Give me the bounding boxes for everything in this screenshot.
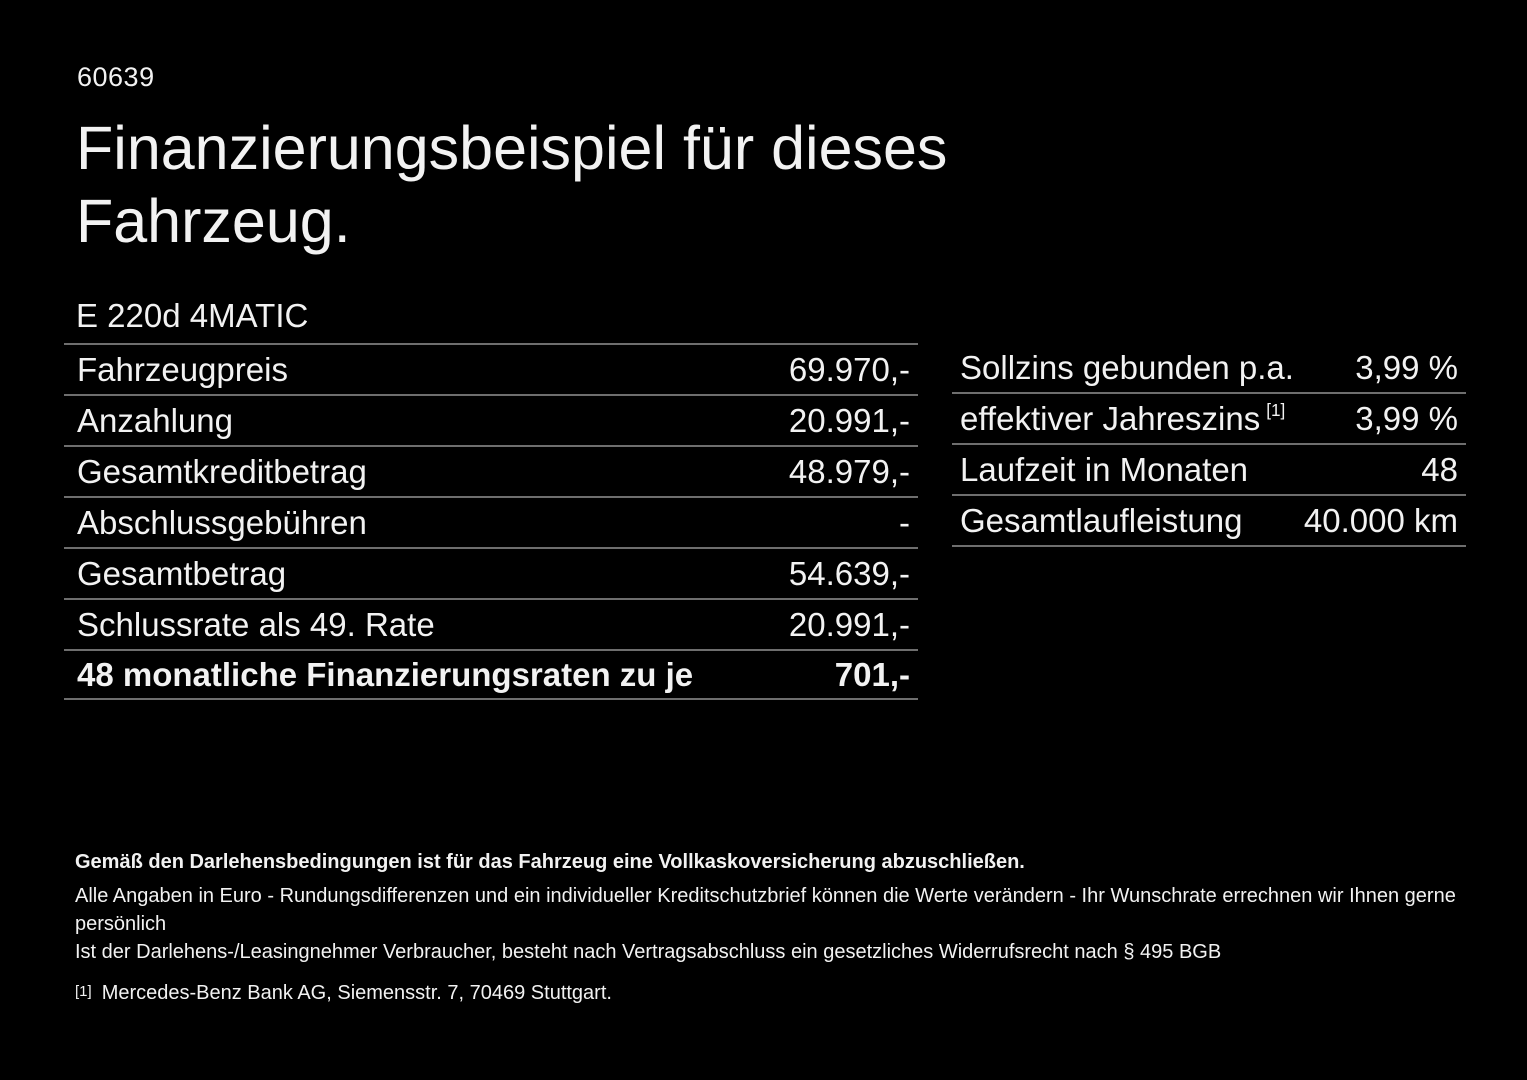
page-title: Finanzierungsbeispiel für dieses Fahrzeu…	[76, 112, 947, 258]
row-value: 3,99 %	[1355, 399, 1458, 437]
row-label: Fahrzeugpreis	[77, 350, 288, 388]
row-value: 40.000 km	[1303, 501, 1458, 539]
footer: Gemäß den Darlehensbedingungen ist für d…	[75, 850, 1467, 1007]
row-value: 69.970,-	[788, 350, 910, 388]
row-label: Gesamtkreditbetrag	[77, 452, 367, 490]
conditions-table: Sollzins gebunden p.a. 3,99 % effektiver…	[952, 343, 1466, 547]
row-value: 20.991,-	[788, 401, 910, 439]
row-value: 20.991,-	[788, 605, 910, 643]
row-label: Abschlussgebühren	[77, 503, 367, 541]
table-row-gesamtlaufleistung: Gesamtlaufleistung 40.000 km	[952, 496, 1466, 547]
row-value: -	[899, 503, 910, 541]
table-row-effektiver-jahreszins: effektiver Jahreszins [1] 3,99 %	[952, 394, 1466, 445]
footnote: [1] Mercedes-Benz Bank AG, Siemensstr. 7,…	[75, 978, 1467, 1007]
table-row-monatliche-rate: 48 monatliche Finanzierungsraten zu je 7…	[64, 649, 918, 700]
footnote-marker: [1]	[75, 983, 92, 1000]
insurance-note: Gemäß den Darlehensbedingungen ist für d…	[75, 851, 1025, 873]
page-title-line2: Fahrzeug.	[76, 187, 351, 255]
table-row-fahrzeugpreis: Fahrzeugpreis 69.970,-	[64, 343, 918, 394]
row-label: Schlussrate als 49. Rate	[77, 605, 435, 643]
row-label: Anzahlung	[77, 401, 233, 439]
table-row-gesamtkreditbetrag: Gesamtkreditbetrag 48.979,-	[64, 445, 918, 496]
disclaimer-line2: Ist der Darlehens-/Leasingnehmer Verbrau…	[75, 941, 1222, 963]
row-value: 48.979,-	[788, 452, 910, 490]
row-label: Gesamtbetrag	[77, 554, 287, 592]
row-label: Laufzeit in Monaten	[960, 450, 1249, 488]
document-number: 60639	[77, 62, 155, 92]
page-title-line1: Finanzierungsbeispiel für dieses	[76, 114, 948, 182]
row-value: 3,99 %	[1355, 348, 1458, 386]
footnote-text: Mercedes-Benz Bank AG, Siemensstr. 7, 70…	[101, 982, 612, 1004]
table-row-gesamtbetrag: Gesamtbetrag 54.639,-	[64, 547, 918, 598]
row-label: effektiver Jahreszins [1]	[960, 399, 1286, 437]
table-row-sollzins: Sollzins gebunden p.a. 3,99 %	[952, 343, 1466, 394]
table-row-laufzeit: Laufzeit in Monaten 48	[952, 445, 1466, 496]
row-label: 48 monatliche Finanzierungsraten zu je	[77, 655, 694, 693]
financing-table: Fahrzeugpreis 69.970,- Anzahlung 20.991,…	[64, 343, 918, 700]
table-row-anzahlung: Anzahlung 20.991,-	[64, 394, 918, 445]
disclaimer-line1: Alle Angaben in Euro - Rundungsdifferenz…	[75, 885, 1456, 935]
row-value: 701,-	[834, 655, 910, 693]
table-row-schlussrate: Schlussrate als 49. Rate 20.991,-	[64, 598, 918, 649]
row-value: 54.639,-	[788, 554, 910, 592]
footnote-ref: [1]	[1266, 399, 1286, 420]
row-value: 48	[1421, 450, 1458, 488]
row-label: Sollzins gebunden p.a.	[960, 348, 1294, 386]
vehicle-model: E 220d 4MATIC	[76, 297, 309, 334]
table-row-abschlussgebuehren: Abschlussgebühren -	[64, 496, 918, 547]
row-label: Gesamtlaufleistung	[960, 501, 1243, 539]
